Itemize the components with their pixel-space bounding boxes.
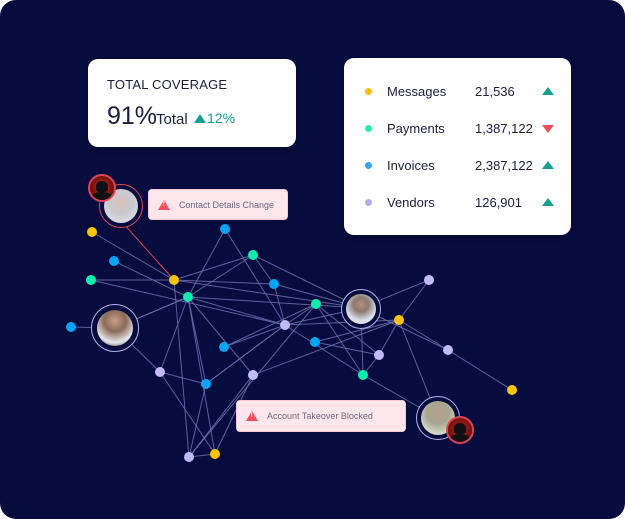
stats-row-value: 2,387,122 — [475, 158, 533, 173]
stats-row-payments: Payments 1,387,122 — [344, 119, 571, 139]
trend-up-icon — [194, 114, 206, 123]
trend-down-icon — [542, 125, 554, 133]
coverage-change: 12% — [207, 110, 236, 126]
threat-edge — [121, 221, 175, 281]
alert-text: Account Takeover Blocked — [267, 411, 373, 421]
node-yellow — [394, 315, 404, 325]
trend-up-icon — [542, 161, 554, 169]
stats-row-value: 126,901 — [475, 195, 522, 210]
node-blue — [269, 279, 279, 289]
avatar-user-center[interactable] — [341, 289, 381, 329]
coverage-value-label: Total — [156, 111, 188, 128]
node-blue — [310, 337, 320, 347]
alert-account-takeover-blocked[interactable]: Account Takeover Blocked — [236, 400, 406, 432]
stats-row-value: 1,387,122 — [475, 121, 533, 136]
stats-row-messages: Messages 21,536 — [344, 82, 571, 102]
stats-row-label: Messages — [387, 84, 447, 99]
hacker-icon — [88, 174, 116, 202]
node-blue — [220, 224, 230, 234]
node-lavender — [443, 345, 453, 355]
node-blue — [219, 342, 229, 352]
alert-text: Contact Details Change — [179, 199, 275, 210]
node-blue — [201, 379, 211, 389]
node-lavender — [155, 367, 165, 377]
node-green — [183, 292, 193, 302]
stats-row-invoices: Invoices 2,387,122 — [344, 156, 571, 176]
alert-contact-details-change[interactable]: Contact Details Change — [148, 189, 288, 220]
avatar-photo — [346, 294, 376, 324]
node-yellow — [210, 449, 220, 459]
vendors-dot-icon — [365, 199, 372, 206]
node-blue — [66, 322, 76, 332]
trend-up-icon — [542, 198, 554, 206]
node-yellow — [87, 227, 97, 237]
hacker-icon — [446, 416, 474, 444]
node-lavender — [248, 370, 258, 380]
coverage-value: 91% — [107, 102, 158, 130]
stats-row-label: Payments — [387, 121, 445, 136]
stats-row-label: Invoices — [387, 158, 435, 173]
node-lavender — [184, 452, 194, 462]
messages-dot-icon — [365, 88, 372, 95]
graph-nodes — [66, 224, 517, 462]
node-yellow — [507, 385, 517, 395]
node-blue — [109, 256, 119, 266]
stats-row-value: 21,536 — [475, 84, 515, 99]
node-yellow — [169, 275, 179, 285]
node-green — [311, 299, 321, 309]
node-lavender — [280, 320, 290, 330]
stats-card: Messages 21,536 Payments 1,387,122 Invoi… — [344, 58, 571, 235]
warning-icon — [246, 411, 258, 421]
avatar-photo — [97, 310, 133, 346]
invoices-dot-icon — [365, 162, 372, 169]
node-green — [86, 275, 96, 285]
node-green — [358, 370, 368, 380]
payments-dot-icon — [365, 125, 372, 132]
node-lavender — [424, 275, 434, 285]
node-lavender — [374, 350, 384, 360]
total-coverage-card: TOTAL COVERAGE 91% Total 12% — [88, 59, 296, 147]
avatar-user-left[interactable] — [91, 304, 139, 352]
stats-row-label: Vendors — [387, 195, 435, 210]
warning-icon — [158, 199, 170, 210]
trend-up-icon — [542, 87, 554, 95]
node-green — [248, 250, 258, 260]
stats-row-vendors: Vendors 126,901 — [344, 193, 571, 213]
coverage-title: TOTAL COVERAGE — [107, 77, 228, 92]
